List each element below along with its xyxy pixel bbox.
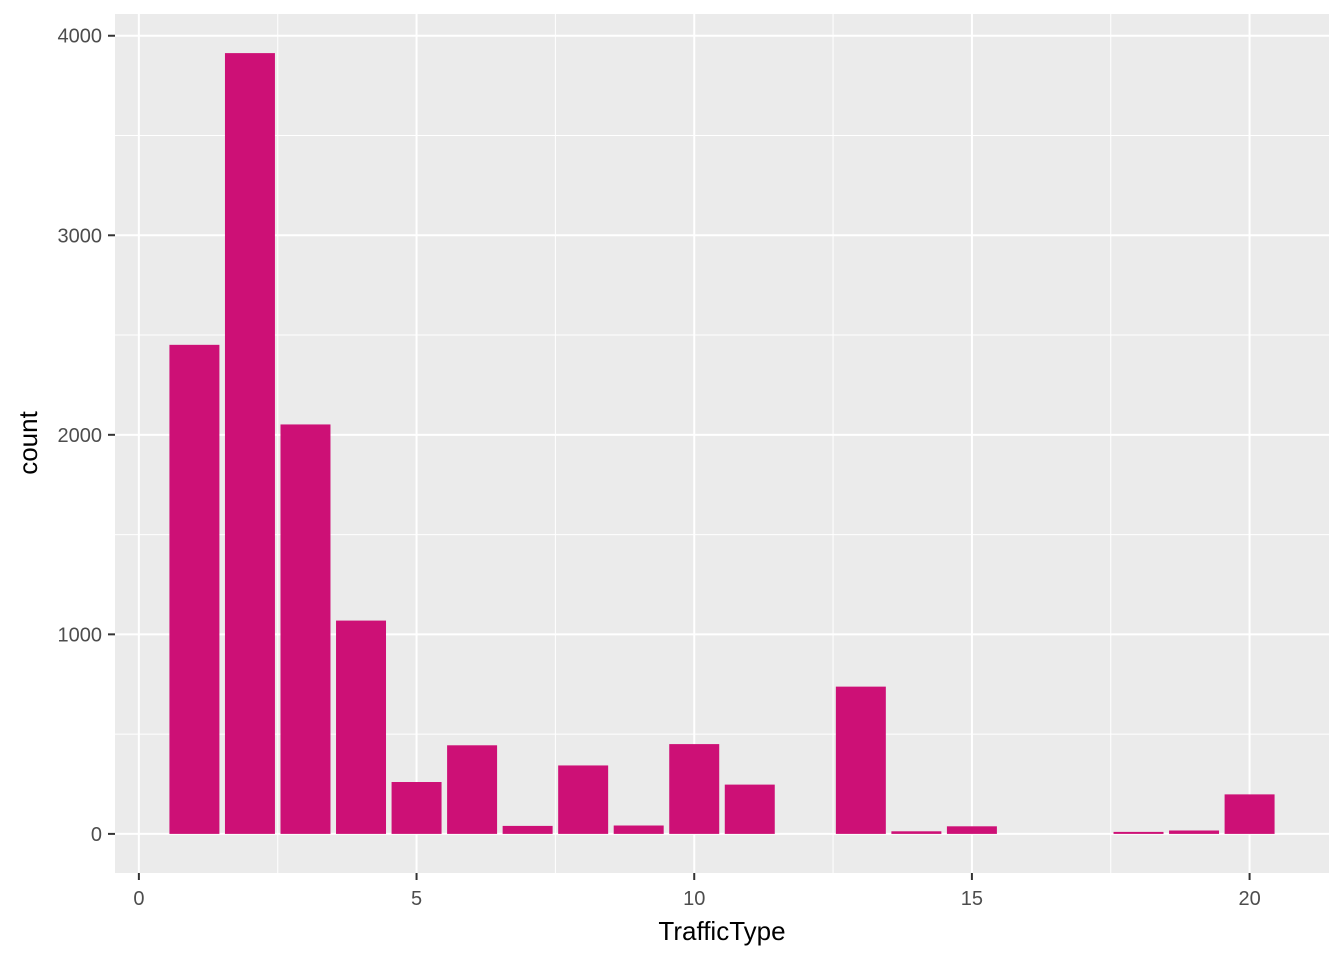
x-tick-label: 0 [133, 888, 144, 910]
tick-marks [108, 34, 1251, 880]
bar [224, 53, 275, 834]
bar [669, 744, 720, 834]
bar [391, 782, 442, 834]
bar [724, 784, 775, 834]
y-tick-label: 4000 [58, 26, 103, 48]
bar [1113, 831, 1164, 834]
bar [835, 686, 886, 834]
bar [1169, 830, 1220, 834]
bar [946, 826, 997, 834]
bar [169, 344, 220, 834]
bars [169, 53, 1275, 834]
minor-gridlines [115, 14, 1329, 873]
x-tick-label: 15 [961, 888, 983, 910]
bar [891, 831, 942, 834]
y-tick-labels: 0 1000 2000 3000 4000 [58, 26, 103, 846]
x-tick-label: 10 [683, 888, 705, 910]
y-tick-label: 0 [91, 824, 102, 846]
y-tick-label: 3000 [58, 225, 103, 247]
y-tick-label: 1000 [58, 624, 103, 646]
x-tick-label: 5 [411, 888, 422, 910]
bar [1224, 794, 1275, 834]
x-axis-title: TrafficType [658, 916, 785, 946]
bar [280, 424, 331, 834]
y-axis-title: count [13, 410, 43, 474]
bar [447, 745, 498, 834]
bar [502, 825, 553, 834]
bar [613, 825, 664, 834]
bar [336, 620, 387, 834]
x-tick-labels: 0 5 10 15 20 [133, 888, 1260, 910]
bar [558, 765, 609, 834]
x-tick-label: 20 [1238, 888, 1260, 910]
y-tick-label: 2000 [58, 425, 103, 447]
